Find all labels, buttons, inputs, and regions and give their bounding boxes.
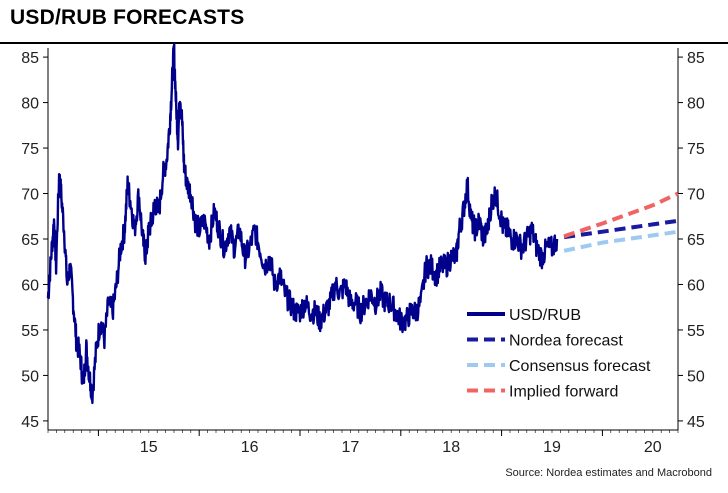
y-tick-label-left: 60 <box>21 277 39 294</box>
y-tick-label-left: 70 <box>21 187 39 204</box>
y-tick-label-left: 55 <box>21 323 39 340</box>
y-tick-label-right: 85 <box>687 50 705 67</box>
x-tick-label: 19 <box>543 439 561 456</box>
y-tick-label-right: 60 <box>687 277 705 294</box>
legend-label: Nordea forecast <box>509 333 623 350</box>
y-tick-label-left: 85 <box>21 50 39 67</box>
y-tick-label-left: 75 <box>21 141 39 158</box>
x-tick-label: 17 <box>342 439 360 456</box>
y-tick-label-right: 80 <box>687 96 705 113</box>
page-title: USD/RUB FORECASTS <box>10 6 245 29</box>
y-tick-label-left: 50 <box>21 368 39 385</box>
legend-label: Implied forward <box>509 384 618 401</box>
y-tick-label-right: 70 <box>687 187 705 204</box>
series-line-usd-rub <box>46 43 559 405</box>
y-tick-label-right: 45 <box>687 414 705 431</box>
y-tick-label-left: 65 <box>21 232 39 249</box>
y-tick-label-right: 75 <box>687 141 705 158</box>
source-note: Source: Nordea estimates and Macrobond <box>505 467 712 479</box>
series-line-consensus-forecast <box>563 229 679 253</box>
x-tick-label: 18 <box>442 439 460 456</box>
x-tick-label: 16 <box>241 439 259 456</box>
legend-label: Consensus forecast <box>509 358 651 375</box>
x-tick-label: 15 <box>140 439 158 456</box>
y-tick-label-left: 45 <box>21 414 39 431</box>
legend-label: USD/RUB <box>509 307 581 324</box>
y-tick-label-right: 50 <box>687 368 705 385</box>
series-line-implied-forward <box>563 191 679 239</box>
y-tick-label-left: 80 <box>21 96 39 113</box>
y-tick-label-right: 65 <box>687 232 705 249</box>
x-tick-label: 20 <box>644 439 662 456</box>
y-tick-label-right: 55 <box>687 323 705 340</box>
title-rule <box>0 42 728 44</box>
series-line-nordea-forecast <box>563 218 679 240</box>
